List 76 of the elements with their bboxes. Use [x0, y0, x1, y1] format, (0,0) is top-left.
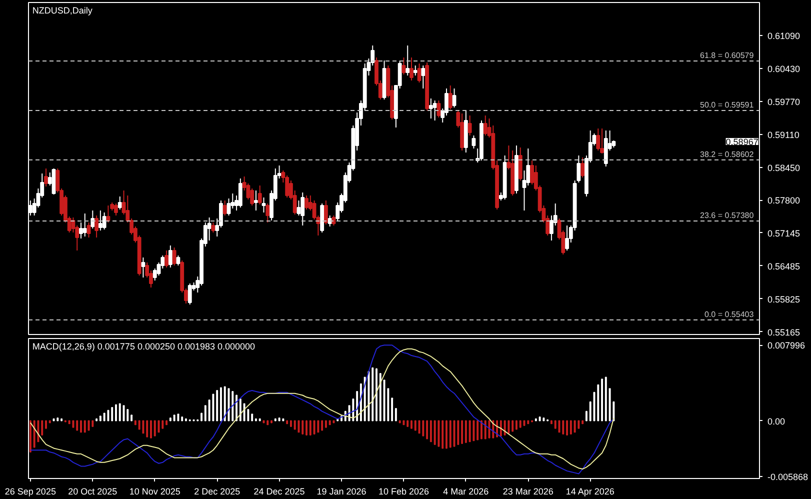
x-tick-label: 2 Dec 2025	[194, 486, 240, 496]
candlestick	[114, 203, 118, 216]
annotation: 0.58967	[726, 137, 758, 147]
candlestick	[596, 128, 600, 151]
candlestick	[413, 65, 418, 76]
candlestick	[188, 283, 192, 305]
candlestick	[565, 225, 569, 251]
y-tick-label: 0.007996	[768, 340, 806, 351]
x-tick-label: 4 Mar 2026	[443, 486, 489, 496]
candlestick	[86, 222, 91, 238]
x-tick-label: 26 Sep 2025	[4, 486, 56, 496]
candlestick	[254, 190, 258, 211]
candlestick	[262, 197, 266, 213]
candlestick	[118, 196, 122, 210]
candlestick	[94, 215, 99, 238]
y-tick-label: 0.57145	[768, 228, 800, 238]
x-tick-label: 10 Nov 2025	[129, 486, 180, 496]
y-tick-label: 0.55825	[768, 294, 800, 304]
x-tick-label: 10 Feb 2026	[378, 486, 429, 496]
y-tick-label: 0.57800	[768, 196, 800, 206]
chart-title: MACD(12,26,9) 0.001775 0.000250 0.001983 0.000000	[32, 342, 256, 352]
y-tick-label: 0.60430	[768, 64, 800, 74]
y-tick-label: 0.61090	[768, 31, 800, 41]
candlestick	[82, 213, 87, 237]
ref-line-label: 23.6 = 0.57380	[700, 211, 754, 220]
candlestick	[258, 185, 262, 205]
candlestick	[168, 245, 172, 268]
x-tick-label: 19 Jan 2026	[316, 486, 366, 496]
x-tick-label: 23 Mar 2026	[502, 486, 554, 496]
ref-line-label: 61.8 = 0.60579	[700, 51, 754, 60]
x-tick-label: 14 Apr 2026	[566, 486, 614, 496]
candlestick	[296, 200, 301, 216]
y-tick-label: 0.58450	[768, 163, 800, 173]
x-tick-label: 20 Oct 2025	[68, 486, 118, 496]
candlestick	[452, 88, 456, 108]
candlestick	[211, 222, 216, 233]
candlestick	[468, 115, 472, 136]
y-tick-label: 0.59770	[768, 97, 800, 107]
candlestick	[428, 98, 433, 119]
candlestick	[406, 45, 410, 76]
candlestick	[432, 100, 437, 121]
candlestick	[164, 250, 168, 268]
y-tick-label: 0.59110	[768, 130, 800, 140]
x-tick-label: 24 Dec 2025	[254, 486, 305, 496]
chart-title: NZDUSD,Daily	[32, 6, 93, 16]
ref-line-label: 0.0 = 0.55403	[704, 310, 754, 319]
candlestick	[172, 247, 176, 266]
candlestick	[176, 255, 180, 266]
candlestick	[324, 200, 328, 225]
candlestick	[52, 168, 56, 195]
candlestick	[421, 65, 426, 89]
candlestick	[44, 168, 48, 187]
candlestick	[98, 210, 102, 231]
candlestick	[600, 128, 604, 154]
candlestick	[266, 203, 270, 223]
candlestick	[222, 200, 227, 216]
candlestick	[141, 257, 146, 278]
y-tick-label: 0.56485	[768, 261, 800, 272]
candlestick	[417, 63, 422, 83]
candlestick	[102, 212, 106, 230]
candlestick	[304, 195, 308, 210]
candlestick	[483, 115, 488, 136]
y-tick-label: 0.55165	[768, 327, 800, 338]
candlestick	[90, 210, 95, 229]
candlestick	[238, 178, 242, 208]
candlestick	[580, 157, 585, 178]
candlestick	[448, 85, 452, 110]
ref-line-label: 50.0 = 0.59591	[700, 100, 754, 110]
candlestick	[410, 57, 414, 81]
candlestick	[518, 147, 522, 181]
ref-line-label: 38.2 = 0.58602	[700, 150, 754, 159]
candlestick	[402, 57, 406, 75]
y-tick-label: -0.005868	[768, 472, 808, 482]
candlestick	[300, 192, 305, 226]
y-tick-label: 0.00	[768, 416, 786, 426]
candlestick	[472, 135, 476, 149]
